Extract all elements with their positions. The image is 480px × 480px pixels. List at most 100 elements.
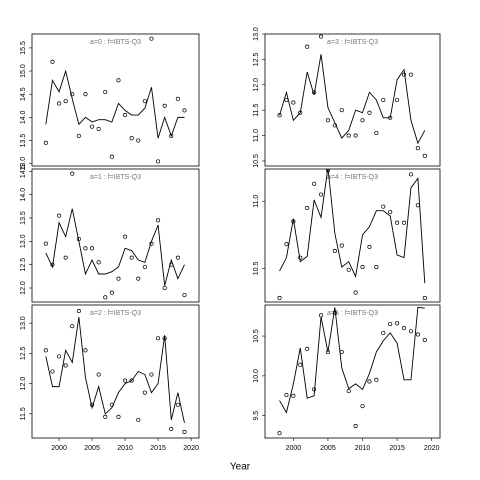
y-tick-label: 14.5: [20, 164, 27, 178]
panel-frame: [264, 304, 441, 439]
data-point: [415, 332, 420, 337]
data-point: [123, 234, 128, 239]
data-point: [50, 59, 55, 64]
data-point: [57, 101, 62, 106]
data-point: [83, 246, 88, 251]
data-point: [63, 363, 68, 368]
x-tick-label: 2010: [117, 445, 133, 452]
fit-line: [279, 169, 426, 284]
data-point: [96, 260, 101, 265]
fit-line: [45, 317, 185, 423]
panel: a=3 : f=IBTS-Q3 10.5 11.0 11.5 12.0 12.5 13.0: [253, 27, 441, 168]
y-tick-label: 13.0: [20, 234, 27, 248]
data-point: [401, 220, 407, 225]
data-point: [381, 204, 386, 209]
data-point: [136, 417, 141, 422]
y-tick-label: 13.0: [20, 316, 27, 330]
x-tick-label: 2005: [320, 445, 336, 452]
data-point: [96, 126, 101, 131]
data-point: [175, 255, 180, 260]
y-tick-label: 10.5: [253, 154, 260, 168]
y-tick-label: 13.0: [253, 27, 260, 41]
data-point: [116, 414, 121, 419]
x-tick-label: 2005: [84, 445, 100, 452]
y-tick-label: 12.0: [20, 281, 27, 295]
data-point: [353, 290, 358, 295]
data-point: [415, 146, 420, 151]
panel-frame: [31, 304, 200, 439]
y-tick-label: 11.5: [253, 103, 260, 116]
data-point: [305, 346, 310, 351]
data-point: [70, 92, 75, 97]
data-point: [381, 330, 386, 335]
data-point: [318, 192, 324, 197]
data-point: [83, 92, 88, 97]
x-tick-label: 2015: [389, 445, 405, 452]
data-point: [325, 118, 330, 123]
data-point: [76, 308, 81, 314]
data-point: [346, 388, 351, 394]
x-tick-label: 2000: [286, 445, 302, 452]
data-point: [136, 138, 141, 143]
y-tick-label: 12.0: [20, 377, 27, 391]
y-tick-label: 11.0: [253, 129, 260, 142]
data-point: [156, 218, 161, 223]
plot-area: [277, 306, 427, 436]
data-point: [96, 372, 101, 377]
data-point: [395, 220, 400, 225]
plot-area: [43, 36, 187, 164]
data-point: [57, 213, 62, 218]
y-tick-label: 10.5: [253, 329, 260, 343]
panel: a=5 : f=IBTS-Q3 9.5 10.0 10.5 2000 2005 2010 20…: [253, 304, 441, 452]
data-point: [408, 329, 413, 334]
data-point: [388, 322, 393, 327]
data-point: [70, 171, 75, 176]
x-axis-label: Year: [230, 462, 251, 473]
y-tick-label: 14.0: [20, 110, 27, 124]
data-point: [284, 392, 289, 398]
x-tick-label: 2015: [150, 445, 166, 452]
data-point: [175, 402, 180, 407]
data-point: [90, 124, 95, 129]
panel: a=4 : f=IBTS-Q3 10.5 11.0: [253, 168, 441, 303]
data-point: [305, 205, 310, 211]
data-point: [63, 99, 68, 104]
data-point: [422, 153, 427, 158]
data-point: [123, 113, 128, 118]
y-tick-label: 11.5: [20, 407, 27, 420]
data-point: [367, 244, 372, 249]
data-point: [103, 89, 108, 94]
data-point: [360, 118, 365, 123]
data-point: [43, 241, 48, 246]
data-point: [156, 159, 161, 164]
data-point: [353, 133, 358, 138]
data-point: [116, 78, 121, 83]
data-point: [374, 265, 379, 270]
data-point: [109, 154, 114, 159]
data-point: [339, 108, 344, 113]
data-point: [76, 133, 81, 138]
data-point: [305, 44, 310, 49]
plot-area: [43, 308, 187, 435]
data-point: [422, 337, 427, 343]
data-point: [401, 326, 407, 331]
data-point: [318, 34, 324, 39]
data-point: [169, 133, 174, 138]
data-point: [182, 292, 187, 298]
data-point: [395, 321, 400, 326]
panel: a=2 : f=IBTS-Q3 11.5 12.0 12.5 13.0 2000 2005 2…: [20, 304, 200, 452]
data-point: [277, 431, 282, 436]
data-point: [367, 110, 372, 115]
panel-frame: [31, 33, 200, 167]
data-point: [123, 378, 128, 383]
fit-line: [279, 54, 426, 145]
x-tick-label: 2020: [424, 445, 440, 452]
data-point: [360, 265, 365, 270]
data-point: [395, 97, 400, 103]
y-tick-label: 12.0: [253, 78, 260, 92]
data-point: [162, 103, 167, 108]
data-point: [388, 209, 393, 215]
data-point: [339, 349, 344, 355]
data-point: [312, 181, 317, 186]
